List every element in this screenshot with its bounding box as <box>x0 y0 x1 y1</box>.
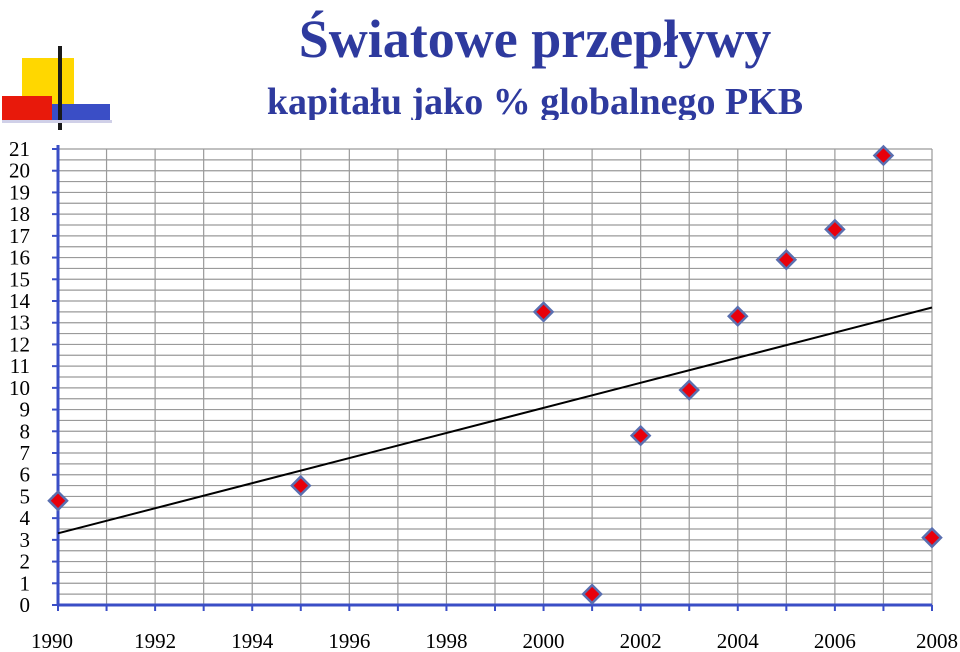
y-tick-label: 4 <box>20 506 31 530</box>
x-tick-label: 1990 <box>31 629 73 652</box>
y-tick-label: 16 <box>9 246 30 270</box>
x-tick-label: 2002 <box>620 629 662 652</box>
data-point <box>581 583 603 605</box>
y-tick-label: 20 <box>9 159 30 183</box>
data-point <box>629 424 652 447</box>
y-tick-label: 2 <box>20 550 31 574</box>
x-tick-label: 1994 <box>231 629 274 652</box>
y-tick-label: 9 <box>20 398 31 422</box>
x-tick-label: 2004 <box>717 629 760 652</box>
data-point <box>532 301 555 323</box>
y-tick-label: 14 <box>9 289 31 313</box>
chart-title: Światowe przepływy <box>298 9 772 69</box>
y-tick-label: 11 <box>10 354 30 378</box>
y-tick-label: 18 <box>9 202 30 226</box>
y-tick-label: 19 <box>9 180 30 204</box>
y-tick-label: 6 <box>20 463 31 487</box>
data-point <box>872 144 895 167</box>
trend-line <box>57 306 933 535</box>
data-point <box>921 526 943 549</box>
x-tick-label: 2008 <box>916 629 958 652</box>
x-tick-label: 2000 <box>523 629 565 652</box>
y-tick-label: 12 <box>9 332 30 356</box>
data-point <box>678 379 700 401</box>
y-tick-label: 8 <box>20 419 31 443</box>
y-tick-label: 17 <box>9 224 30 248</box>
y-tick-label: 3 <box>20 528 31 552</box>
y-tick-label: 7 <box>20 441 31 465</box>
data-point <box>824 218 846 241</box>
data-point <box>775 248 798 271</box>
y-tick-label: 21 <box>9 137 30 161</box>
y-tick-label: 0 <box>20 593 31 617</box>
x-tick-label: 1996 <box>328 629 370 652</box>
y-tick-label: 5 <box>20 484 31 508</box>
x-tick-label: 1998 <box>425 629 467 652</box>
data-point <box>290 474 312 497</box>
y-tick-label: 10 <box>9 376 30 400</box>
data-point <box>727 305 749 327</box>
x-tick-label: 1992 <box>134 629 176 652</box>
x-tick-label: 2006 <box>814 629 856 652</box>
y-tick-label: 15 <box>9 267 30 291</box>
y-tick-label: 13 <box>9 311 30 335</box>
y-tick-label: 1 <box>20 571 31 595</box>
data-point <box>47 490 69 512</box>
chart-subtitle: kapitału jako % globalnego PKB <box>266 81 804 120</box>
